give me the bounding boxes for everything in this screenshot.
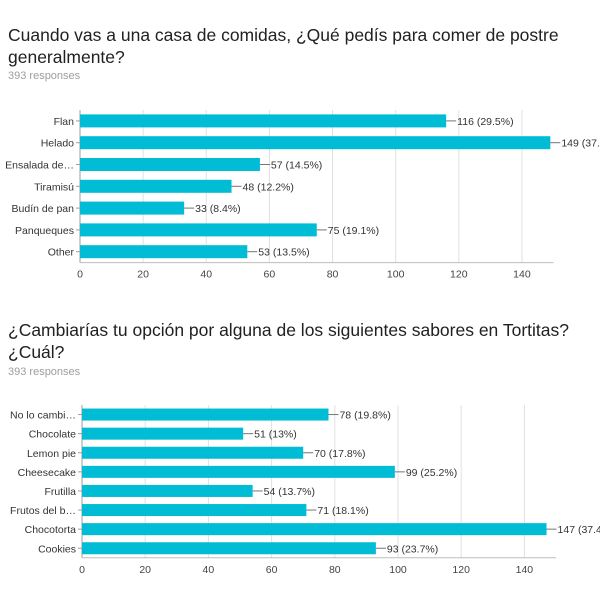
category-label: Tiramisú xyxy=(34,181,74,193)
question-2: ¿Cambiarías tu opción por alguna de los … xyxy=(0,295,600,600)
bar xyxy=(80,114,447,128)
category-label: Chocolate xyxy=(29,429,76,441)
data-label: 51 (13%) xyxy=(254,429,297,441)
data-label: 93 (23.7%) xyxy=(387,543,438,555)
bar xyxy=(82,408,329,421)
x-tick-label: 60 xyxy=(266,564,278,576)
bar xyxy=(82,446,304,459)
category-label: No lo cambi… xyxy=(10,410,76,422)
data-label: 78 (19.8%) xyxy=(339,410,390,422)
data-label: 116 (29.5%) xyxy=(457,116,513,128)
bar xyxy=(80,245,248,259)
x-tick-label: 120 xyxy=(452,564,470,576)
bar xyxy=(82,484,253,497)
x-tick-label: 40 xyxy=(200,269,212,281)
bar xyxy=(82,465,395,478)
bar xyxy=(80,223,317,237)
category-label: Frutos del b… xyxy=(10,505,76,517)
data-label: 149 (37.9%) xyxy=(561,138,600,150)
x-tick-label: 140 xyxy=(513,269,531,281)
x-tick-label: 20 xyxy=(137,269,149,281)
category-label: Flan xyxy=(54,116,75,128)
x-tick-label: 0 xyxy=(79,564,85,576)
category-label: Budín de pan xyxy=(12,203,75,215)
x-tick-label: 0 xyxy=(77,269,83,281)
question-1-bar-chart: 0 20 40 60 80 100 120 140 Flan 116 (29.5%) Helado 1… xyxy=(5,110,600,281)
bar xyxy=(82,427,244,440)
data-label: 70 (17.8%) xyxy=(314,448,365,460)
x-tick-label: 20 xyxy=(139,564,151,576)
category-label: Cookies xyxy=(38,543,76,555)
x-tick-label: 100 xyxy=(389,564,407,576)
question-2-bar-chart: 0 20 40 60 80 100 120 140 No lo cambi… 78 (19.8%)… xyxy=(10,405,600,576)
category-label: Panqueques xyxy=(15,225,74,237)
category-label: Frutilla xyxy=(44,486,76,498)
bar xyxy=(82,523,547,536)
x-tick-label: 60 xyxy=(264,269,276,281)
data-label: 99 (25.2%) xyxy=(406,467,457,479)
x-tick-label: 140 xyxy=(516,564,534,576)
bar xyxy=(82,504,307,517)
data-label: 71 (18.1%) xyxy=(317,505,368,517)
question-2-response-count: 393 responses xyxy=(8,366,81,378)
x-tick-label: 100 xyxy=(387,269,405,281)
data-label: 54 (13.7%) xyxy=(264,486,315,498)
bar xyxy=(80,179,232,193)
bar xyxy=(82,542,376,555)
data-label: 33 (8.4%) xyxy=(195,203,241,215)
data-label: 48 (12.2%) xyxy=(243,181,294,193)
question-1: Cuando vas a una casa de comidas, ¿Qué p… xyxy=(0,0,600,295)
question-2-title: ¿Cambiarías tu opción por alguna de los … xyxy=(8,320,569,362)
bar xyxy=(80,201,185,215)
x-tick-label: 40 xyxy=(203,564,215,576)
question-1-response-count: 393 responses xyxy=(8,70,81,82)
x-tick-label: 80 xyxy=(329,564,341,576)
data-label: 57 (14.5%) xyxy=(271,160,322,172)
data-label: 53 (13.5%) xyxy=(258,247,309,259)
data-label: 75 (19.1%) xyxy=(328,225,379,237)
data-label: 147 (37.4%) xyxy=(558,524,600,536)
category-label: Other xyxy=(48,247,75,259)
x-tick-label: 120 xyxy=(450,269,468,281)
category-label: Lemon pie xyxy=(27,448,76,460)
bar xyxy=(80,136,551,150)
category-label: Cheesecake xyxy=(18,467,77,479)
category-label: Ensalada de… xyxy=(5,160,74,172)
bar xyxy=(80,158,260,171)
question-1-title: Cuando vas a una casa de comidas, ¿Qué p… xyxy=(8,25,559,67)
category-label: Chocotorta xyxy=(25,524,77,536)
x-tick-label: 80 xyxy=(327,269,339,281)
category-label: Helado xyxy=(41,138,74,150)
